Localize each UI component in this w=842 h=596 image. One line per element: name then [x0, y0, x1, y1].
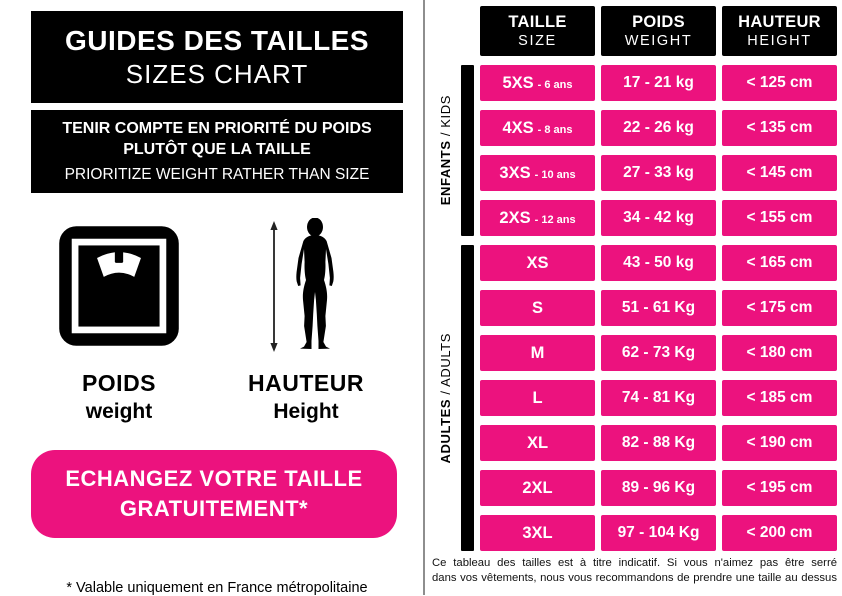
page-title-en: SIZES CHART	[125, 58, 309, 89]
notice-fr-line1: TENIR COMPTE EN PRIORITÉ DU POIDS	[62, 119, 372, 137]
size-label: M	[530, 343, 545, 362]
title-banner: GUIDES DES TAILLES SIZES CHART	[31, 11, 403, 103]
height-cell: < 185 cm	[722, 380, 837, 416]
legend-row: POIDS weight	[31, 216, 403, 424]
size-label: XL	[526, 433, 549, 452]
weight-label-en: weight	[85, 400, 153, 423]
header-size-en: SIZE	[518, 33, 557, 49]
table-disclaimer: Ce tableau des tailles est à titre indic…	[432, 556, 837, 587]
weight-cell: 34 - 42 kg	[601, 200, 716, 236]
height-cell: < 155 cm	[722, 200, 837, 236]
notice-en: PRIORITIZE WEIGHT RATHER THAN SIZE	[64, 166, 370, 184]
size-label: 2XL	[522, 478, 553, 497]
size-cell: M	[480, 335, 595, 371]
bathroom-scale-icon	[58, 216, 180, 356]
header-weight-fr: POIDS	[632, 13, 685, 31]
size-label: 4XS	[502, 118, 534, 137]
height-cell: < 165 cm	[722, 245, 837, 281]
exchange-line2: GRATUITEMENT*	[119, 496, 309, 521]
adults-group-bar	[461, 245, 474, 551]
size-table: TAILLE SIZE POIDS WEIGHT HAUTEUR HEIGHT …	[430, 6, 838, 551]
free-exchange-banner: ECHANGEZ VOTRE TAILLE GRATUITEMENT*	[31, 450, 397, 538]
height-cell: < 135 cm	[722, 110, 837, 146]
header-weight-en: WEIGHT	[624, 33, 693, 49]
size-cell: XL	[480, 425, 595, 461]
size-cell: S	[480, 290, 595, 326]
size-cell: 2XS - 12 ans	[480, 200, 595, 236]
weight-label-fr: POIDS	[81, 370, 157, 396]
height-cell: < 175 cm	[722, 290, 837, 326]
right-panel: TAILLE SIZE POIDS WEIGHT HAUTEUR HEIGHT …	[423, 0, 842, 595]
left-panel: GUIDES DES TAILLES SIZES CHART TENIR COM…	[31, 11, 403, 596]
weight-cell: 51 - 61 Kg	[601, 290, 716, 326]
age-label: - 10 ans	[534, 168, 576, 181]
priority-notice: TENIR COMPTE EN PRIORITÉ DU POIDS PLUTÔT…	[31, 110, 403, 193]
column-header-weight: POIDS WEIGHT	[601, 6, 716, 56]
age-label: - 12 ans	[534, 213, 576, 226]
weight-cell: 82 - 88 Kg	[601, 425, 716, 461]
person-silhouette-icon	[295, 218, 334, 349]
column-header-height: HAUTEUR HEIGHT	[722, 6, 837, 56]
height-cell: < 195 cm	[722, 470, 837, 506]
size-label: 3XL	[522, 523, 553, 542]
height-cell: < 180 cm	[722, 335, 837, 371]
age-label: - 6 ans	[537, 78, 573, 91]
header-height-en: HEIGHT	[747, 33, 812, 49]
france-footnote: * Valable uniquement en France métropoli…	[66, 580, 368, 596]
weight-cell: 22 - 26 kg	[601, 110, 716, 146]
adults-group-label: ADULTES / ADULTS	[438, 332, 453, 464]
disclaimer-line2: dans vos vêtements, nous vous recommando…	[432, 572, 837, 585]
measure-arrow-icon	[269, 220, 278, 352]
page-title-fr: GUIDES DES TAILLES	[64, 24, 370, 56]
weight-cell: 43 - 50 kg	[601, 245, 716, 281]
size-label: 5XS	[502, 73, 534, 92]
kids-group-label: ENFANTS / KIDS	[438, 95, 453, 206]
size-cell: 4XS - 8 ans	[480, 110, 595, 146]
height-cell: < 200 cm	[722, 515, 837, 551]
height-cell: < 145 cm	[722, 155, 837, 191]
header-height-fr: HAUTEUR	[738, 13, 821, 31]
weight-legend: POIDS weight	[31, 216, 207, 424]
kids-group-bar	[461, 65, 474, 236]
height-label-en: Height	[273, 400, 339, 423]
size-cell: XS	[480, 245, 595, 281]
column-header-size: TAILLE SIZE	[480, 6, 595, 56]
person-height-icon	[269, 216, 344, 356]
height-cell: < 190 cm	[722, 425, 837, 461]
size-label: 2XS	[499, 208, 531, 227]
size-label: 3XS	[499, 163, 531, 182]
notice-fr-line2: PLUTÔT QUE LA TAILLE	[123, 140, 311, 158]
weight-cell: 74 - 81 Kg	[601, 380, 716, 416]
height-cell: < 125 cm	[722, 65, 837, 101]
height-legend: HAUTEUR Height	[212, 216, 400, 424]
size-label: L	[532, 388, 543, 407]
size-label: S	[531, 298, 543, 317]
kids-group-rail: ENFANTS / KIDS	[430, 65, 474, 236]
size-label: XS	[526, 253, 549, 272]
weight-cell: 97 - 104 Kg	[601, 515, 716, 551]
adults-group-rail: ADULTES / ADULTS	[430, 245, 474, 551]
disclaimer-line1: Ce tableau des tailles est à titre indic…	[432, 557, 837, 569]
size-cell: 5XS - 6 ans	[480, 65, 595, 101]
size-cell: 3XL	[480, 515, 595, 551]
exchange-line1: ECHANGEZ VOTRE TAILLE	[65, 466, 363, 492]
size-cell: L	[480, 380, 595, 416]
weight-cell: 89 - 96 Kg	[601, 470, 716, 506]
size-cell: 2XL	[480, 470, 595, 506]
height-label-fr: HAUTEUR	[248, 370, 364, 396]
weight-cell: 62 - 73 Kg	[601, 335, 716, 371]
weight-cell: 17 - 21 kg	[601, 65, 716, 101]
age-label: - 8 ans	[537, 123, 573, 136]
weight-cell: 27 - 33 kg	[601, 155, 716, 191]
header-size-fr: TAILLE	[508, 13, 567, 31]
size-cell: 3XS - 10 ans	[480, 155, 595, 191]
